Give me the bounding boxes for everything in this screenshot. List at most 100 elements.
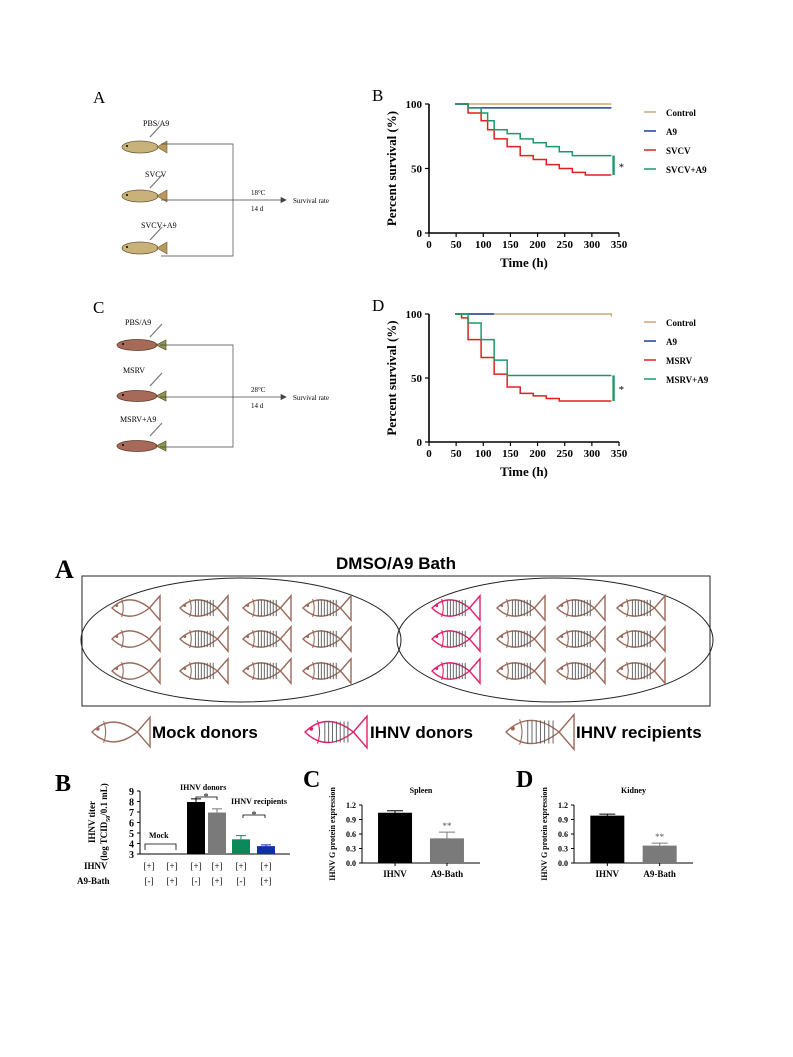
x-tick-label: 150	[502, 448, 519, 460]
condition-cell: [-]	[192, 876, 201, 886]
recipient-fish	[178, 624, 229, 654]
mock-label: Mock	[149, 831, 169, 840]
y-tick-label: 0.0	[558, 859, 568, 868]
syringe-icon	[149, 323, 163, 437]
panel-letter-c-top: C	[93, 298, 104, 317]
fish-illustration	[121, 241, 168, 255]
y-tick-label: 100	[406, 99, 423, 111]
fish-gill	[103, 720, 107, 744]
survival-chart-d: D 0 50 100 150 200 250 300 350 0 50 100 Time (h) Perc…	[372, 296, 709, 479]
fish-eye	[306, 604, 310, 607]
fish-illustration	[121, 189, 168, 203]
tank-compartment-left	[80, 577, 402, 703]
bath-schematic-panel: A DMSO/A9 Bath Mock donors IHNV donors I…	[55, 554, 714, 752]
kidney-bar-chart-d: D Kidney 0.0 0.3 0.6 0.9 1.2 IHNV G protein exp…	[516, 767, 693, 881]
survival-line-msrv	[455, 313, 612, 402]
condition-cell: [+]	[166, 876, 177, 886]
x-tick-label: IHNV	[383, 869, 407, 879]
fish-gill	[441, 598, 444, 618]
bar	[187, 802, 205, 854]
fish-tail	[558, 712, 575, 752]
fish-tail	[279, 593, 292, 623]
y-tick-label: 0.0	[346, 859, 356, 868]
fish-tail	[533, 593, 546, 623]
legend-label-ihnv-donors: IHNV donors	[370, 723, 473, 742]
legend-label: A9	[666, 127, 677, 137]
fish-gill	[121, 661, 124, 681]
fish-gill	[506, 661, 509, 681]
row-label-ihnv: IHNV	[84, 861, 108, 871]
significance-stars: **	[442, 821, 452, 831]
condition-cell: [-]	[237, 876, 246, 886]
fish-gill	[441, 661, 444, 681]
mock-donor-fish	[110, 593, 161, 623]
panel-letter-a-bottom: A	[55, 555, 74, 584]
y-tick-label: 3	[129, 850, 134, 861]
fish-eye	[620, 635, 624, 638]
fish-eye	[96, 727, 100, 731]
fish-illustration	[116, 440, 167, 452]
row-label-a9-bath: A9-Bath	[77, 876, 110, 886]
fish-tail	[279, 624, 292, 654]
fish-eye	[435, 667, 439, 670]
donor-bracket	[195, 796, 218, 800]
fish-tail	[653, 593, 666, 623]
fish-tail	[279, 656, 292, 686]
fish-tail	[136, 715, 151, 749]
fish-gill	[626, 661, 629, 681]
fish-eye	[183, 604, 187, 607]
schematic-panel-a: A PBS/A9 SVCV SVCV+A9 18°C 14 d Sur	[93, 88, 329, 257]
fish-gill	[189, 629, 192, 649]
x-tick-label: 200	[529, 448, 546, 460]
y-axis-unit-subscript: 50	[106, 816, 112, 822]
condition-cell: [+]	[260, 861, 271, 871]
condition-cell: [+]	[211, 876, 222, 886]
condition-cell: [-]	[145, 876, 154, 886]
y-axis-unit-part: (log TCID	[99, 821, 109, 861]
legend-label: MSRV+A9	[666, 375, 709, 385]
outcome-label: Survival rate	[293, 394, 329, 402]
y-tick-label: 0.9	[346, 816, 356, 825]
fish-gill	[252, 629, 255, 649]
fish-gill	[316, 720, 321, 744]
x-tick-label: 50	[451, 239, 463, 251]
bar	[642, 845, 677, 863]
fish-body	[110, 662, 151, 680]
legend-label: MSRV	[666, 356, 693, 366]
fish-gill	[441, 629, 444, 649]
tank-outline	[81, 575, 711, 707]
significance-star: *	[204, 792, 209, 803]
panel-letter-a-top: A	[93, 88, 106, 107]
x-tick-label: 150	[502, 239, 519, 251]
fish-grid	[110, 593, 666, 686]
temperature-label: 18°C	[251, 189, 266, 197]
panel-letter: D	[372, 296, 384, 315]
legend-label: SVCV	[666, 146, 691, 156]
fish-body	[504, 719, 561, 745]
legend-label: A9	[666, 337, 677, 347]
x-tick-label: A9-Bath	[431, 869, 464, 879]
fish-eye	[500, 604, 504, 607]
x-axis-label: Time (h)	[500, 255, 548, 270]
fish-eye	[115, 667, 119, 670]
fish-body	[303, 720, 355, 744]
y-axis-label: IHNV G protein expression	[328, 787, 337, 881]
legend-label: Control	[666, 318, 696, 328]
condition-cell: [+]	[190, 861, 201, 871]
fish-tail	[593, 593, 606, 623]
recipient-fish	[178, 656, 229, 686]
fish-eye	[115, 604, 119, 607]
condition-cell: [+]	[260, 876, 271, 886]
fish-illustration	[116, 390, 167, 402]
fish-tail	[148, 656, 161, 686]
bar	[590, 815, 625, 863]
x-tick-label: 100	[475, 239, 492, 251]
chart-title: Kidney	[621, 786, 646, 795]
legend-mock-donor-fish	[90, 715, 151, 749]
schematic-panel-c: C PBS/A9 MSRV MSRV+A9 28°C 14 d Sur	[93, 298, 329, 452]
significance-star: *	[619, 161, 625, 173]
temperature-label: 28°C	[251, 386, 266, 394]
fish-gill	[252, 598, 255, 618]
y-tick-label: 8	[129, 798, 134, 809]
fish-tail	[339, 624, 352, 654]
